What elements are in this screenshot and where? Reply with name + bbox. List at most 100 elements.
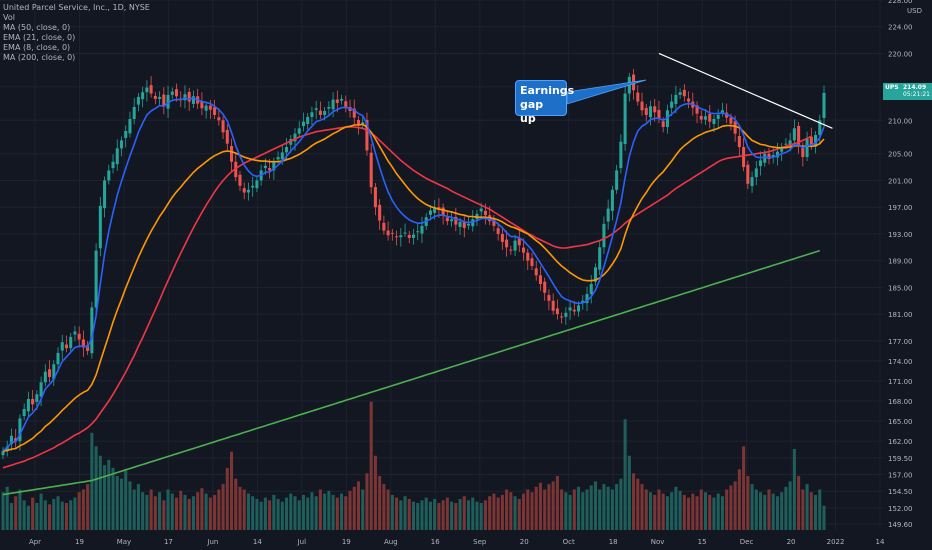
badge-symbol: UPS — [885, 84, 899, 91]
candle-body — [648, 106, 653, 118]
candle-body — [382, 222, 386, 231]
legend-item-ema21[interactable]: EMA (21, close, 0) — [3, 33, 76, 42]
volume-bar — [179, 490, 183, 530]
volume-bar — [568, 494, 572, 530]
volume-bar — [64, 503, 69, 530]
legend-item-ema8[interactable]: EMA (8, close, 0) — [3, 43, 71, 52]
volume-bar — [331, 494, 335, 530]
legend-item-vol[interactable]: Vol — [3, 13, 15, 22]
volume-bar — [293, 496, 297, 530]
volume-bar — [60, 501, 64, 530]
volume-bar — [551, 481, 555, 530]
volume-bar — [255, 498, 259, 530]
legend-item-ma200[interactable]: MA (200, close, 0) — [3, 53, 76, 62]
volume-bar — [208, 497, 212, 530]
time-tick: 14 — [876, 538, 885, 546]
volume-bar — [602, 484, 606, 530]
volume-bar — [632, 473, 636, 530]
volume-bar — [610, 489, 614, 530]
volume-bar — [306, 497, 310, 530]
volume-bar — [560, 489, 564, 530]
candle-body — [598, 247, 602, 270]
candle-body — [153, 95, 157, 99]
candle-body — [708, 113, 712, 122]
candle-body — [386, 230, 390, 236]
candle-body — [462, 221, 466, 228]
volume-bar — [483, 500, 487, 530]
ema21-line — [2, 123, 825, 452]
volume-bar — [428, 501, 432, 530]
candle-body — [268, 168, 272, 171]
volume-bar — [775, 496, 779, 530]
candle-body — [513, 240, 517, 251]
volume-bar — [737, 469, 741, 530]
price-tick: 159.50 — [888, 455, 913, 463]
candle-body — [407, 234, 411, 238]
candle-body — [22, 409, 26, 417]
volume-bar — [733, 481, 737, 530]
volume-bar — [488, 496, 492, 530]
volume-bar — [301, 494, 305, 530]
price-tick: 220.00 — [888, 50, 913, 58]
candle-body — [792, 128, 796, 141]
volume-bar — [691, 493, 695, 530]
candle-body — [742, 147, 746, 168]
price-tick: 171.00 — [888, 378, 913, 386]
volume-bar — [289, 493, 293, 530]
candle-body — [56, 352, 60, 365]
candle-body — [492, 218, 496, 226]
candle-body — [555, 308, 559, 315]
volume-bar — [246, 493, 250, 530]
candle-body — [399, 235, 403, 238]
volume-bar — [522, 493, 526, 530]
volume-bar — [132, 489, 136, 530]
candle-body — [174, 89, 179, 97]
volume-bar — [361, 489, 365, 530]
volume-bar — [475, 501, 479, 530]
volume-bar — [230, 451, 234, 530]
candle-body — [14, 438, 18, 442]
candle-body — [619, 141, 623, 169]
earnings-callout: Earnings gap up — [515, 80, 574, 125]
candle-body — [39, 382, 43, 397]
candle-body — [86, 345, 90, 351]
price-tick: 193.00 — [888, 231, 913, 239]
volume-bar — [111, 467, 115, 530]
volume-bar — [103, 465, 107, 530]
candle-body — [593, 267, 597, 282]
candle-body — [509, 249, 513, 251]
volume-bar — [191, 496, 195, 530]
volume-bar — [153, 496, 157, 530]
time-axis: Apr 19 May 17 Jun 14 Jul 19 Aug 16 Sep 20 Oct 18 Nov 15… — [29, 538, 885, 546]
candle-body — [441, 207, 445, 216]
candle-body — [217, 117, 221, 121]
volume-bar — [648, 492, 653, 530]
candle-body — [568, 307, 572, 311]
candle-body — [661, 121, 665, 127]
candle-body — [352, 108, 356, 118]
time-tick: Jun — [206, 538, 218, 546]
candle-body — [716, 114, 720, 119]
volume-bar — [18, 489, 22, 530]
candle-body — [420, 225, 424, 234]
volume-bar — [234, 478, 238, 530]
legend-item-ma50[interactable]: MA (50, close, 0) — [3, 23, 71, 32]
candle-body — [670, 101, 674, 108]
candle-body — [335, 99, 339, 103]
price-tick: 224.00 — [888, 24, 913, 32]
volume-bar — [395, 497, 399, 530]
volume-bar — [31, 497, 35, 530]
candle-body — [577, 305, 581, 312]
price-tick: 177.00 — [888, 338, 913, 346]
volume-bar — [598, 489, 602, 530]
time-tick: Sep — [473, 538, 487, 546]
volume-bar — [746, 476, 750, 530]
candle-body — [433, 207, 437, 213]
time-tick: 14 — [253, 538, 262, 546]
candle-body — [712, 118, 716, 124]
volume-bar — [200, 488, 204, 530]
legend: United Parcel Service, Inc., 1D, NYSE Vo… — [3, 3, 150, 63]
volume-bar — [382, 484, 386, 530]
candle-body — [60, 342, 64, 351]
